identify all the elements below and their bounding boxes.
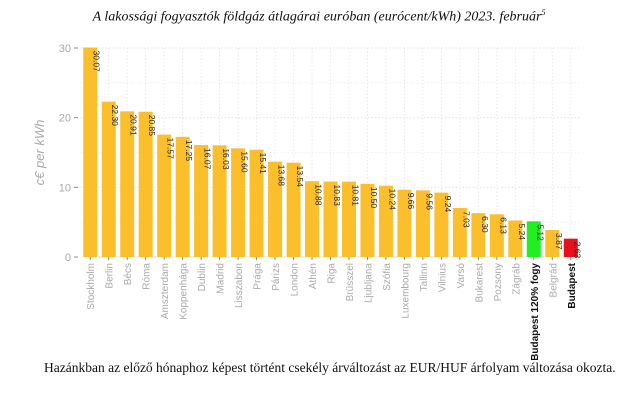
data-label: 10.24 (387, 189, 397, 211)
bar (83, 47, 98, 258)
bar (545, 230, 560, 257)
data-label: 10.83 (332, 185, 342, 207)
bar (138, 111, 153, 258)
data-label: 30.07 (92, 51, 102, 73)
bar (120, 111, 135, 258)
y-tick-label: 20 (59, 113, 71, 125)
bar (526, 221, 541, 257)
x-tick-label: Párizs (271, 263, 282, 291)
x-tick-label: Stockholm (86, 263, 97, 310)
data-label: 22.30 (110, 105, 120, 127)
bar (323, 181, 338, 257)
x-tick-label: Pozsony (493, 263, 504, 301)
x-tick-label: Tallinn (419, 263, 430, 291)
data-label: 17.57 (166, 138, 176, 160)
y-tick-label: 0 (65, 252, 71, 264)
bar (341, 181, 356, 257)
x-tick-label: Szófia (382, 263, 393, 291)
y-tick-label: 10 (59, 182, 71, 194)
data-label: 15.41 (258, 153, 268, 175)
bar (471, 213, 486, 257)
bar-chart: 0 10 20 30 c€ per kWh 30.07 Stockholm 22.30 Berl… (32, 43, 582, 360)
data-label: 9.24 (443, 196, 453, 213)
x-tick-label: Prága (253, 263, 264, 290)
caption: Hazánkban az előző hónaphoz képest törté… (44, 360, 616, 375)
data-label: 20.91 (129, 114, 139, 136)
x-tick-label: Vilnius (437, 263, 448, 292)
data-label: 10.81 (350, 185, 360, 207)
bar (397, 189, 412, 257)
x-tick-label: Belgrád (548, 263, 559, 297)
x-tick-label: Luxembourg (400, 263, 411, 319)
data-label: 17.25 (184, 140, 194, 162)
data-label: 9.56 (424, 193, 434, 210)
data-label: 20.85 (147, 115, 157, 137)
x-tick-label: London (290, 263, 301, 296)
data-label: 10.50 (369, 187, 379, 209)
data-label: 5.12 (535, 224, 545, 241)
data-label: 5.24 (517, 223, 527, 240)
x-tick-label: Brüsszel (345, 263, 356, 301)
bar (434, 192, 449, 257)
bar (212, 145, 227, 257)
data-label: 15.60 (240, 151, 250, 173)
data-label: 6.13 (498, 217, 508, 234)
x-tick-label: Varsó (456, 263, 467, 289)
data-label: 10.88 (314, 184, 324, 206)
x-tick-label: Athén (308, 263, 319, 289)
bar (563, 238, 578, 257)
bar (452, 208, 467, 257)
x-tick-label: Dublin (197, 263, 208, 291)
bar (249, 149, 264, 257)
y-tick-label: 30 (59, 43, 71, 55)
x-tick-label: Bukarest (474, 263, 485, 303)
x-tick-label: Koppenhága (179, 263, 190, 320)
bar (101, 101, 116, 257)
data-label: 13.68 (277, 165, 287, 187)
x-tick-label: Madrid (216, 263, 227, 294)
bar (231, 148, 246, 257)
x-tick-label: Budapest (567, 262, 578, 308)
bar (286, 162, 301, 257)
bar (157, 134, 172, 257)
data-label: 13.54 (295, 166, 305, 188)
x-tick-label: Zágráb (511, 263, 522, 295)
bar (360, 183, 375, 257)
data-label: 9.66 (406, 193, 416, 210)
x-tick-label: Berlin (105, 263, 116, 289)
y-axis-label: c€ per kWh (32, 120, 47, 186)
x-tick-label: Riga (327, 263, 338, 284)
data-label: 2.63 (572, 242, 582, 259)
bar (489, 214, 504, 257)
bar (268, 161, 283, 257)
data-label: 3.87 (554, 233, 564, 250)
data-label: 16.07 (203, 148, 213, 170)
bar (305, 181, 320, 257)
bar (508, 220, 523, 257)
x-tick-label: Amszterdam (160, 263, 171, 319)
chart-title: A lakossági fogyasztók földgáz átlagárai… (92, 8, 546, 25)
x-tick-label: Lisszabon (234, 263, 245, 308)
bar (415, 190, 430, 257)
data-label: 16.03 (221, 148, 231, 170)
data-label: 7.03 (461, 211, 471, 228)
data-label: 6.30 (480, 216, 490, 233)
bar (175, 136, 190, 257)
bar (378, 185, 393, 257)
x-tick-label: Bécs (123, 263, 134, 285)
x-tick-label: Budapest 120% fogy (530, 263, 541, 360)
bar (194, 145, 209, 257)
x-tick-label: Róma (142, 263, 153, 290)
x-tick-label: Ljubljana (363, 263, 374, 303)
